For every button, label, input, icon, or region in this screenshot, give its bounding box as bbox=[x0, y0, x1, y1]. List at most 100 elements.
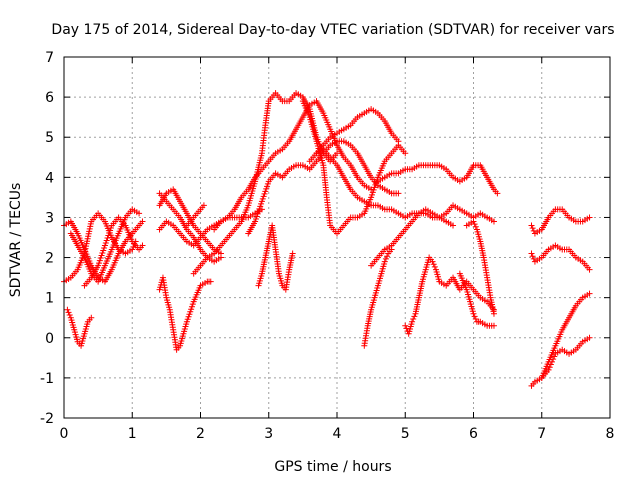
data-point bbox=[471, 313, 478, 320]
data-point bbox=[546, 364, 553, 371]
data-point bbox=[252, 215, 259, 222]
data-point bbox=[97, 255, 104, 262]
data-point bbox=[207, 278, 214, 285]
data-point bbox=[369, 189, 376, 196]
data-point bbox=[494, 190, 501, 197]
x-axis-label: GPS time / hours bbox=[274, 459, 391, 475]
data-point bbox=[104, 235, 111, 242]
y-tick-label: -2 bbox=[40, 411, 54, 427]
data-point bbox=[66, 312, 73, 319]
y-axis-label: SDTVAR / TECUs bbox=[8, 183, 24, 298]
data-point bbox=[471, 221, 478, 228]
y-tick-label: 2 bbox=[45, 251, 54, 267]
x-tick-label: 2 bbox=[196, 426, 205, 442]
data-point bbox=[252, 218, 259, 225]
data-point bbox=[384, 253, 391, 260]
data-point bbox=[184, 316, 191, 323]
data-point bbox=[253, 213, 260, 220]
data-point bbox=[402, 150, 409, 157]
plot-border bbox=[63, 56, 611, 419]
data-point bbox=[185, 313, 192, 320]
data-point bbox=[371, 184, 378, 191]
data-point bbox=[490, 218, 497, 225]
data-point bbox=[586, 266, 593, 273]
series-s17 bbox=[306, 146, 457, 229]
data-point bbox=[586, 214, 593, 221]
data-point bbox=[545, 366, 552, 373]
data-point bbox=[188, 306, 195, 313]
series-s8 bbox=[156, 274, 214, 353]
series-s25 bbox=[528, 242, 593, 273]
data-point bbox=[529, 225, 536, 232]
data-point bbox=[136, 210, 143, 217]
data-point bbox=[368, 186, 375, 193]
series-s18 bbox=[361, 246, 395, 349]
data-point bbox=[402, 322, 409, 329]
y-tick-label: 3 bbox=[45, 210, 54, 226]
data-point bbox=[258, 198, 265, 205]
data-point bbox=[382, 255, 389, 262]
data-point bbox=[65, 309, 72, 316]
data-point bbox=[99, 250, 106, 257]
data-point bbox=[188, 303, 195, 310]
series-s10 bbox=[183, 202, 207, 229]
data-point bbox=[257, 203, 264, 210]
data-point bbox=[490, 322, 497, 329]
series-s21 bbox=[402, 254, 497, 337]
y-tick-label: 7 bbox=[45, 50, 54, 66]
data-point bbox=[289, 250, 296, 257]
data-point bbox=[395, 190, 402, 197]
data-point bbox=[107, 224, 114, 231]
data-point bbox=[262, 188, 269, 195]
data-point bbox=[530, 255, 537, 262]
series-s19 bbox=[368, 202, 497, 269]
data-point bbox=[139, 242, 146, 249]
data-point bbox=[101, 242, 108, 249]
data-point bbox=[403, 325, 410, 332]
data-point bbox=[472, 223, 479, 230]
series-s3 bbox=[64, 306, 95, 349]
series-s9 bbox=[156, 206, 265, 249]
data-point bbox=[107, 227, 114, 234]
x-tick-label: 6 bbox=[469, 426, 478, 442]
y-tick-label: 4 bbox=[45, 170, 54, 186]
series-s22 bbox=[463, 218, 497, 317]
x-tick-label: 4 bbox=[333, 426, 342, 442]
data-point bbox=[64, 306, 71, 313]
data-point bbox=[528, 222, 535, 229]
data-point bbox=[217, 250, 224, 257]
y-tick-label: 6 bbox=[45, 90, 54, 106]
y-tick-label: 1 bbox=[45, 291, 54, 307]
data-point bbox=[429, 258, 436, 265]
data-point bbox=[254, 210, 261, 217]
x-tick-label: 1 bbox=[128, 426, 137, 442]
data-point bbox=[261, 190, 268, 197]
data-point bbox=[88, 314, 95, 321]
x-tick-label: 5 bbox=[401, 426, 410, 442]
data-point bbox=[430, 261, 437, 268]
data-point bbox=[472, 316, 479, 323]
data-point bbox=[372, 181, 379, 188]
data-point bbox=[529, 253, 536, 260]
data-point bbox=[470, 310, 477, 317]
axis-tick-labels: 0 1 2 3 4 5 6 7 8 -2 -1 0 1 2 3 4 5 6 7 bbox=[40, 50, 614, 442]
data-point bbox=[409, 318, 416, 325]
data-point bbox=[368, 194, 375, 201]
chart-title: Day 175 of 2014, Sidereal Day-to-day VTE… bbox=[51, 22, 614, 38]
data-point bbox=[102, 240, 109, 247]
data-point bbox=[258, 200, 265, 207]
series-s24 bbox=[528, 206, 593, 237]
data-point bbox=[106, 229, 113, 236]
data-point bbox=[370, 186, 377, 193]
x-tick-label: 0 bbox=[60, 426, 69, 442]
data-point bbox=[411, 313, 418, 320]
data-point bbox=[256, 205, 263, 212]
data-point bbox=[183, 318, 190, 325]
data-point bbox=[186, 311, 193, 318]
data-point bbox=[586, 290, 593, 297]
x-tick-label: 8 bbox=[606, 426, 615, 442]
x-tick-label: 3 bbox=[264, 426, 273, 442]
data-point bbox=[586, 334, 593, 341]
